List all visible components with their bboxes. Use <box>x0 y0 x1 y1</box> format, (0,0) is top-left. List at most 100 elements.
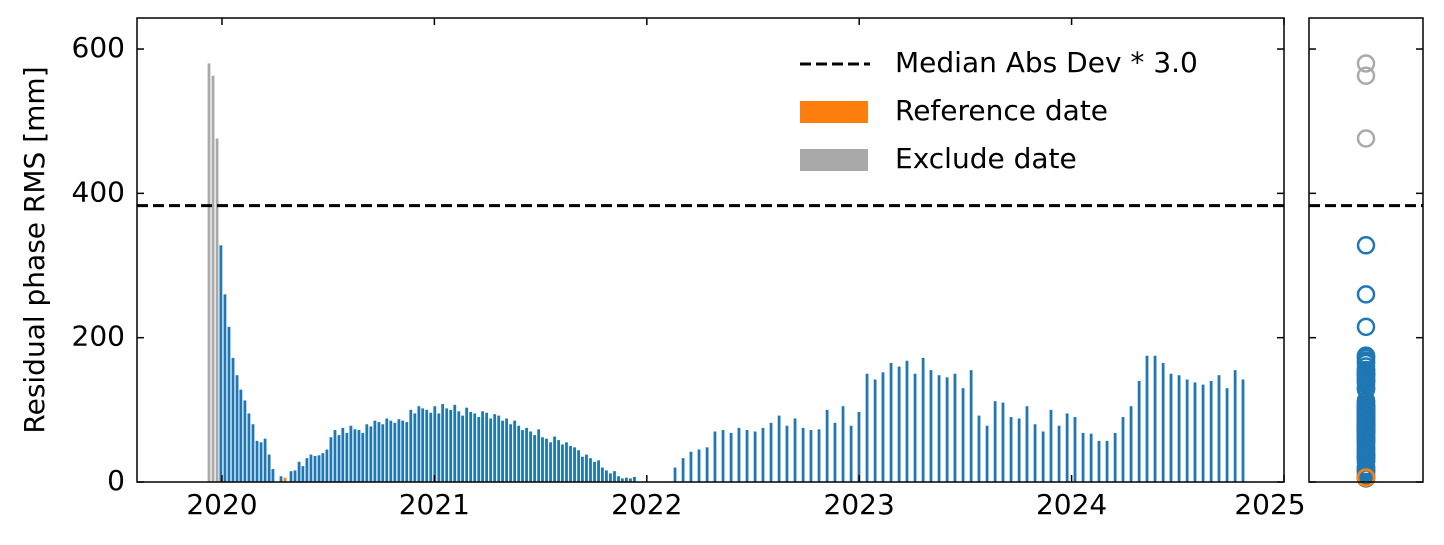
bar <box>697 449 701 482</box>
point <box>1356 285 1376 304</box>
bar <box>505 418 508 482</box>
bar <box>313 456 317 482</box>
bar <box>613 471 616 482</box>
legend-swatch <box>800 101 868 123</box>
bar <box>517 425 521 482</box>
bar <box>1241 379 1245 482</box>
legend-label: Exclude date <box>895 142 1077 175</box>
legend-label: Median Abs Dev * 3.0 <box>895 46 1198 79</box>
y-tick-label: 0 <box>107 464 125 497</box>
x-tick-label: 2022 <box>611 488 682 521</box>
point <box>1356 378 1376 398</box>
bar <box>753 431 757 482</box>
bar <box>219 245 223 482</box>
bar <box>577 450 580 482</box>
point <box>1356 448 1376 468</box>
bar <box>1049 409 1053 482</box>
bar <box>397 419 401 482</box>
bar <box>945 377 949 482</box>
bar <box>1201 384 1205 482</box>
bar <box>585 454 588 482</box>
bar <box>961 388 965 482</box>
bar <box>251 424 255 482</box>
bar <box>457 411 461 482</box>
bar <box>617 476 620 482</box>
y-tick-label: 600 <box>72 31 125 64</box>
bar <box>533 435 537 482</box>
bar <box>289 471 293 482</box>
bar <box>297 461 301 482</box>
bar <box>301 466 305 482</box>
bar <box>267 454 271 482</box>
bar <box>609 473 612 482</box>
bar <box>211 75 215 482</box>
bar <box>817 429 821 482</box>
bar <box>223 294 227 482</box>
bar <box>369 426 373 482</box>
bar <box>737 427 741 482</box>
bar <box>581 456 584 482</box>
bar <box>1041 431 1045 482</box>
bar <box>545 438 548 482</box>
bar <box>477 417 481 482</box>
y-tick-label: 400 <box>72 175 125 208</box>
bar <box>1065 413 1069 482</box>
bar <box>953 373 957 482</box>
bar <box>1089 433 1093 482</box>
bar <box>489 418 493 482</box>
bar <box>309 454 313 482</box>
bar <box>325 449 329 482</box>
bar <box>777 415 781 482</box>
bar <box>433 406 437 482</box>
bar <box>469 412 473 482</box>
bar <box>1209 380 1213 482</box>
x-tick-label: 2021 <box>399 488 470 521</box>
point <box>1356 407 1376 427</box>
bar <box>1153 355 1157 482</box>
bar <box>365 424 369 482</box>
bar <box>1025 406 1029 482</box>
bar <box>600 467 604 482</box>
bar <box>393 422 397 482</box>
bar <box>283 477 287 482</box>
bar <box>569 445 572 482</box>
bar <box>373 420 377 482</box>
bar <box>317 455 321 482</box>
bar <box>1057 425 1061 482</box>
bar <box>405 422 409 482</box>
bar <box>1009 417 1013 482</box>
bar <box>929 370 933 482</box>
bar <box>969 370 973 482</box>
bar <box>417 406 421 482</box>
bar <box>1169 373 1173 482</box>
bar <box>921 357 925 482</box>
bar <box>913 373 917 482</box>
bar <box>1017 418 1021 482</box>
bar <box>255 440 259 482</box>
bar <box>809 430 813 482</box>
point <box>1356 54 1376 73</box>
bar <box>681 458 685 482</box>
bar <box>341 427 345 482</box>
bar <box>437 413 441 482</box>
bar <box>235 375 239 482</box>
bar <box>1081 432 1085 482</box>
bar <box>215 138 219 482</box>
bar <box>629 478 632 482</box>
bar <box>905 360 909 482</box>
bar <box>761 427 765 482</box>
bar <box>333 430 337 482</box>
bar <box>785 425 789 482</box>
bar <box>589 458 592 482</box>
legend-swatch <box>800 149 868 171</box>
bar <box>793 418 797 482</box>
bar <box>263 438 267 482</box>
bar <box>453 404 457 482</box>
axes-frame <box>136 17 1285 483</box>
bar <box>271 469 275 482</box>
point <box>1356 236 1376 255</box>
bar <box>1161 362 1165 482</box>
y-axis-label: Residual phase RMS [mm] <box>18 66 51 433</box>
bar <box>993 401 997 482</box>
